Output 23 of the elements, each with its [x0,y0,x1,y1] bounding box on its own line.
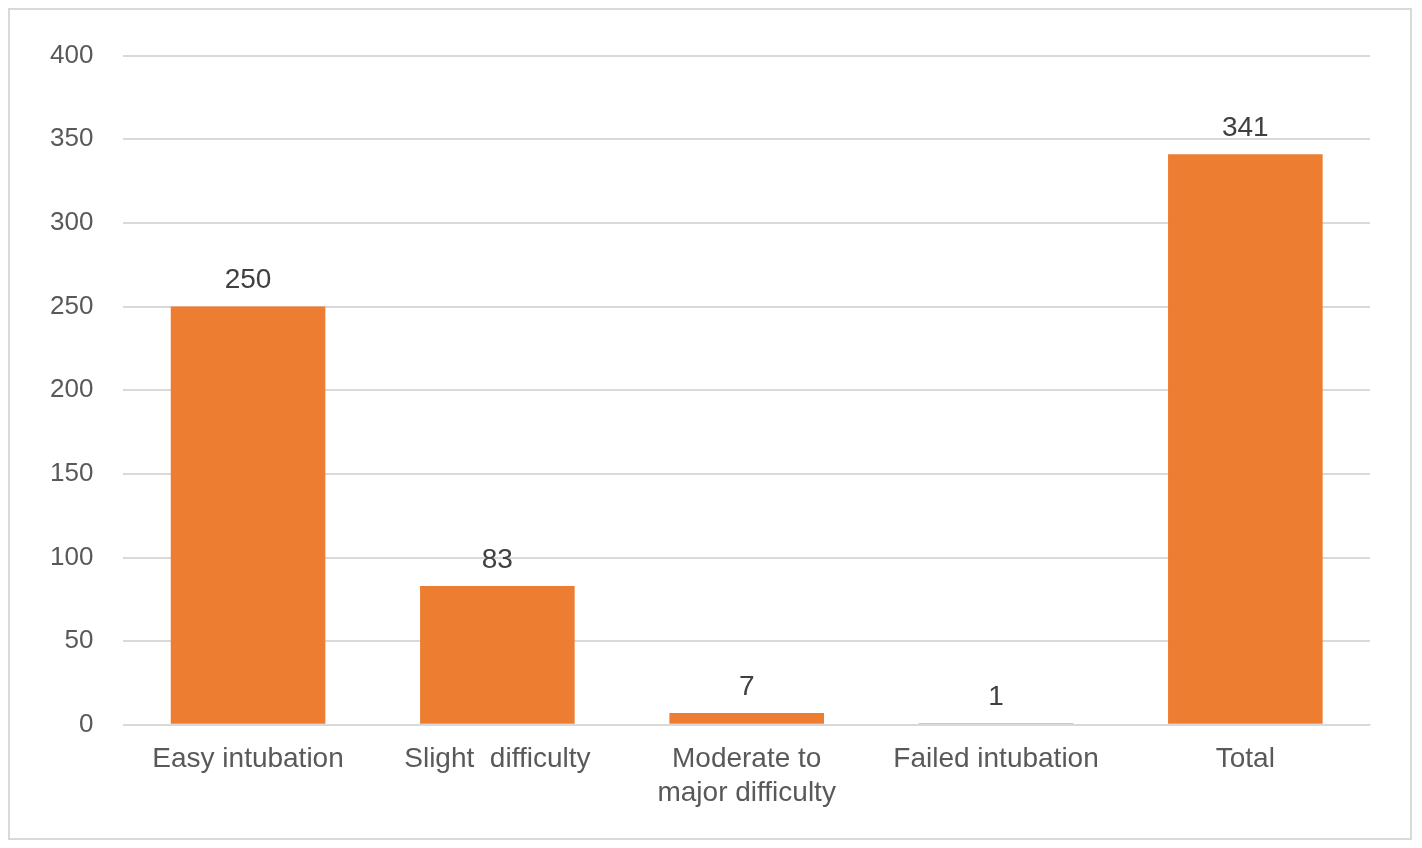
bar [1168,154,1323,724]
bar [170,306,326,724]
x-tick-label: Easy intubation [152,742,344,774]
y-tick-label: 250 [49,289,94,320]
x-tick-label: Total [1215,742,1275,774]
x-tick-label: Failed intubation [893,742,1099,774]
x-tick-label: Slight difficulty [404,742,591,774]
data-label: 83 [481,542,513,574]
bar [420,585,575,724]
y-tick-label: 50 [64,624,94,655]
y-tick-label: 400 [49,38,94,69]
y-tick-label: 0 [78,707,94,738]
y-tick-label: 150 [49,457,94,488]
data-label: 7 [738,669,755,701]
bar [669,713,824,724]
data-label: 341 [1221,111,1269,143]
y-tick-label: 100 [49,540,94,571]
y-tick-label: 350 [49,122,94,153]
x-tick-label: Moderate to major difficulty [657,742,836,807]
y-tick-label: 200 [49,373,94,404]
y-tick-label: 300 [49,206,94,237]
data-label: 1 [988,679,1004,711]
data-label: 250 [224,263,272,295]
